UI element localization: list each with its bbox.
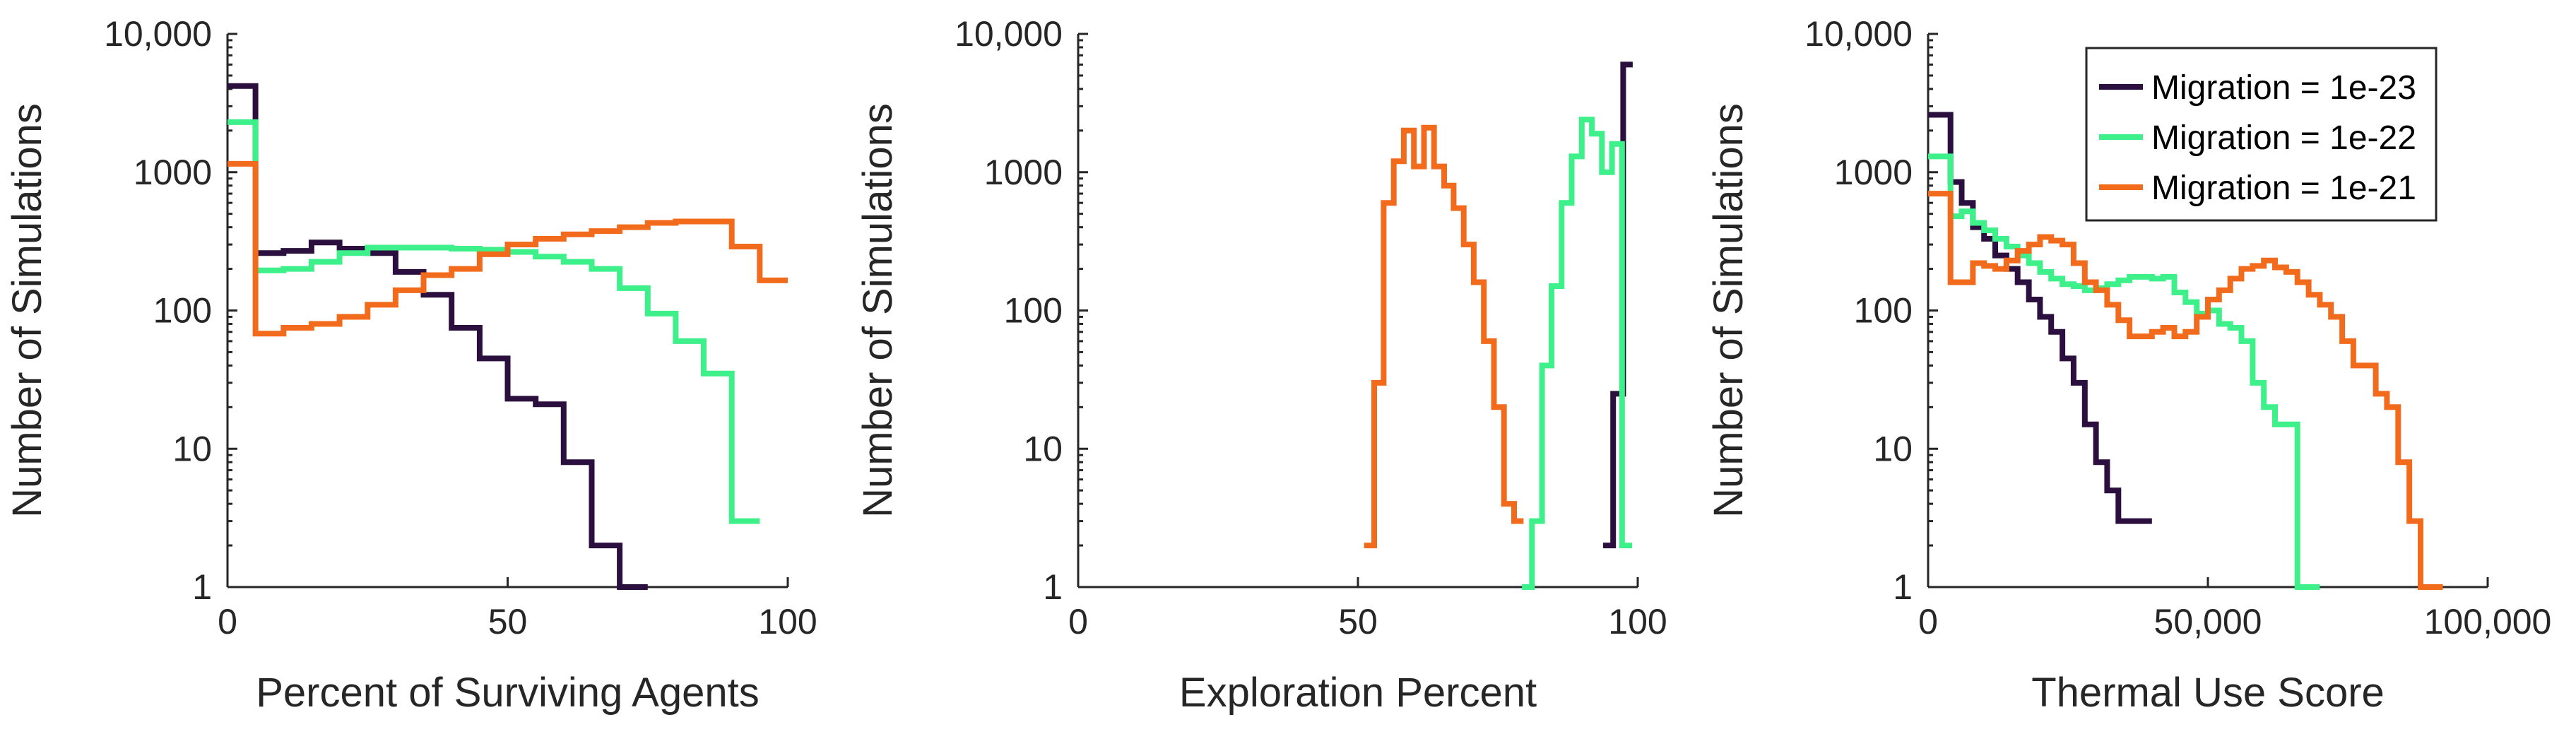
x-tick-label: 100,000 [2424,602,2552,641]
y-tick-label: 1 [192,567,212,607]
series-line-migration-1e-22 [1522,117,1633,590]
panel-exploration-percent: 0 50 100 1 10 100 1000 10,000 Exploration Percen… [855,14,1667,716]
series-line-migration-1e-23 [1928,112,2152,524]
y-tick-label: 1000 [984,153,1063,192]
series-line-migration-1e-23 [1602,61,1633,549]
legend: Migration = 1e-23 Migration = 1e-22 Migrat… [2085,47,2438,222]
y-tick-label: 1 [1043,567,1063,607]
legend-entry-label: Migration = 1e-21 [2151,170,2416,207]
series-line-migration-1e-21 [228,160,788,337]
y-tick-label: 10 [172,429,212,468]
y-tick-label: 10 [1023,429,1063,468]
y-axis-label: Number of Simulations [855,103,901,518]
y-axis-label: Number of Simulations [1706,103,1751,518]
x-tick-label: 0 [1918,602,1938,641]
y-axis-label: Number of Simulations [4,103,50,518]
y-tick-label: 1000 [1834,153,1913,192]
x-tick-label: 50 [488,602,528,641]
series-line-migration-1e-21 [1364,124,1524,549]
y-tick-label: 1000 [134,153,212,192]
panel-thermal-use-score: 0 50,000 100,000 1 10 100 1000 10,000 Thermal Us… [1706,14,2551,716]
x-axis-label: Thermal Use Score [2031,670,2385,716]
x-axis-label: Percent of Surviving Agents [256,670,760,716]
x-tick-label: 0 [218,602,237,641]
y-tick-label: 100 [153,291,212,331]
x-tick-label: 100 [758,602,817,641]
x-tick-label: 0 [1068,602,1088,641]
x-axis-label: Exploration Percent [1179,670,1537,716]
y-tick-label: 10,000 [104,14,212,54]
legend-box [2085,47,2438,222]
y-tick-label: 10 [1873,429,1913,468]
y-tick-label: 100 [1854,291,1913,331]
y-tick-label: 10,000 [1804,14,1913,54]
series-line-migration-1e-23 [228,83,648,590]
y-tick-label: 1 [1893,567,1913,607]
x-tick-label: 100 [1608,602,1667,641]
panel-surviving-agents: 0 50 100 1 10 100 1000 10,000 Percent of Survivi… [4,14,817,716]
y-tick-label: 100 [1004,291,1063,331]
legend-entry-label: Migration = 1e-23 [2151,69,2416,107]
series-line-migration-1e-22 [1928,153,2320,590]
legend-entry-label: Migration = 1e-22 [2151,119,2416,157]
series-line-migration-1e-22 [228,119,760,524]
y-tick-label: 10,000 [955,14,1063,54]
x-tick-label: 50,000 [2154,602,2262,641]
x-tick-label: 50 [1338,602,1378,641]
series-line-migration-1e-21 [1928,191,2443,590]
